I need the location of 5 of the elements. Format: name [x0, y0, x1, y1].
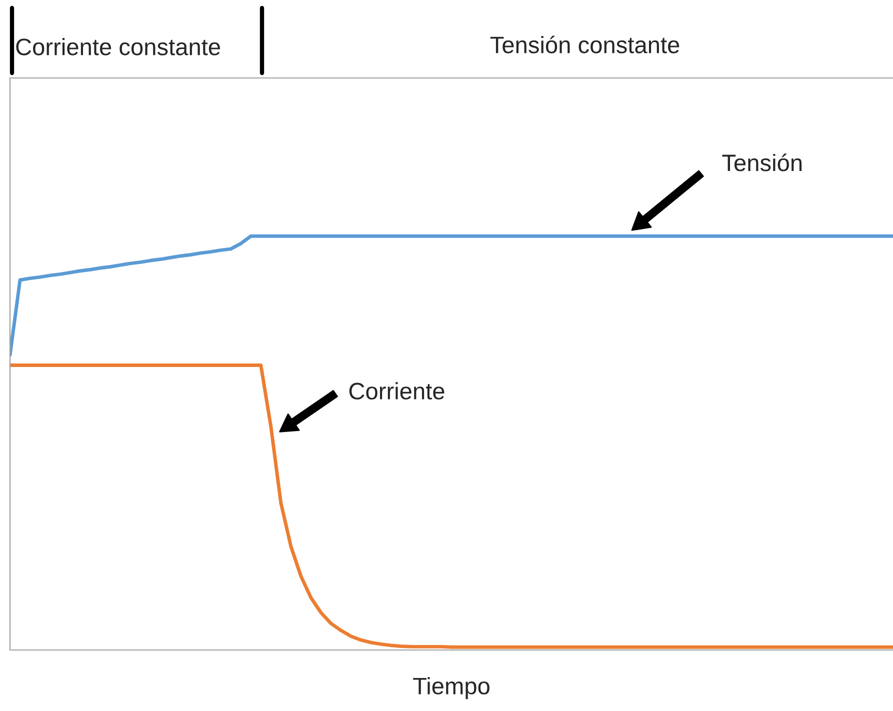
- x-axis-title: Tiempo: [413, 677, 490, 700]
- text: Tensión: [722, 154, 802, 172]
- text: Corriente constante: [16, 38, 220, 56]
- annotation: Corriente: [349, 382, 444, 400]
- text: Tensión constante: [490, 36, 680, 54]
